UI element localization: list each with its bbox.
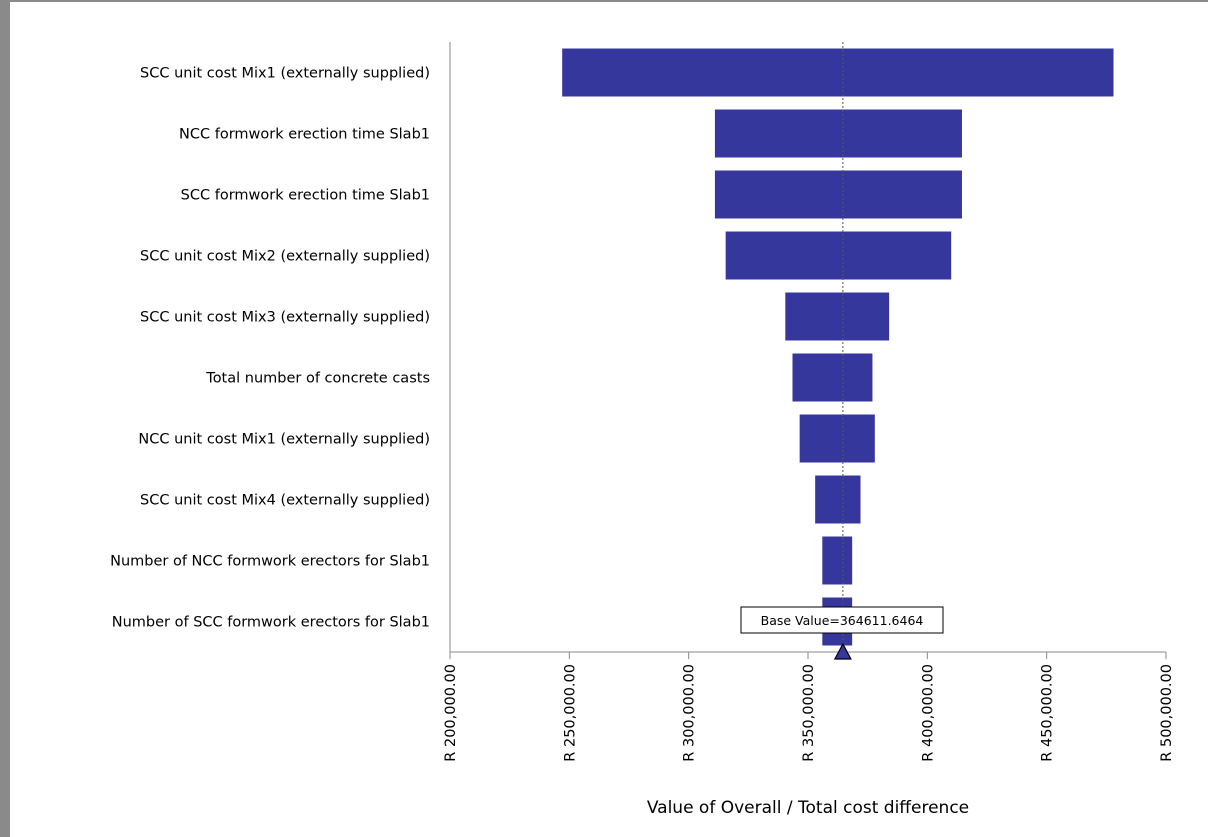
x-tick-label-2: R 300,000.00 bbox=[682, 664, 698, 762]
x-tick-label-4: R 400,000.00 bbox=[920, 664, 936, 762]
category-labels: SCC unit cost Mix1 (externally supplied)… bbox=[110, 66, 430, 631]
tick-labels: R 200,000.00 R 250,000.00 R 300,000.00 R 35… bbox=[443, 664, 1175, 762]
category-label-6: NCC unit cost Mix1 (externally supplied) bbox=[138, 432, 430, 448]
category-label-9: Number of SCC formwork erectors for Slab… bbox=[112, 615, 430, 631]
x-tick-label-1: R 250,000.00 bbox=[562, 664, 578, 762]
category-label-4: SCC unit cost Mix3 (externally supplied) bbox=[140, 310, 430, 326]
x-tick-label-6: R 500,000.00 bbox=[1159, 664, 1175, 762]
category-label-2: SCC formwork erection time Slab1 bbox=[181, 188, 430, 204]
base-value-triangle bbox=[833, 642, 852, 660]
category-label-7: SCC unit cost Mix4 (externally supplied) bbox=[140, 493, 430, 509]
bars-group bbox=[562, 48, 1114, 646]
bar-3 bbox=[725, 231, 952, 280]
category-label-5: Total number of concrete casts bbox=[205, 371, 430, 387]
x-axis-title: Value of Overall / Total cost difference bbox=[647, 798, 969, 818]
category-label-3: SCC unit cost Mix2 (externally supplied) bbox=[140, 249, 430, 265]
category-label-8: Number of NCC formwork erectors for Slab… bbox=[110, 554, 430, 570]
bar-2 bbox=[714, 170, 962, 219]
base-value-box bbox=[740, 606, 944, 634]
bar-6 bbox=[799, 414, 875, 463]
axes-group bbox=[449, 42, 1167, 659]
category-label-1: NCC formwork erection time Slab1 bbox=[179, 127, 430, 143]
base-value-marker: Base Value=364611.6464 bbox=[740, 606, 944, 660]
bar-7 bbox=[815, 475, 861, 524]
bar-0 bbox=[562, 48, 1114, 97]
x-tick-label-3: R 350,000.00 bbox=[801, 664, 817, 762]
bar-5 bbox=[792, 353, 873, 402]
bar-8 bbox=[822, 536, 853, 585]
x-tick-label-5: R 450,000.00 bbox=[1040, 664, 1056, 762]
bar-4 bbox=[785, 292, 890, 341]
category-label-0: SCC unit cost Mix1 (externally supplied) bbox=[140, 66, 430, 82]
x-tick-label-0: R 200,000.00 bbox=[443, 664, 459, 762]
bar-1 bbox=[714, 109, 962, 158]
base-value-label: Base Value=364611.6464 bbox=[761, 613, 924, 628]
